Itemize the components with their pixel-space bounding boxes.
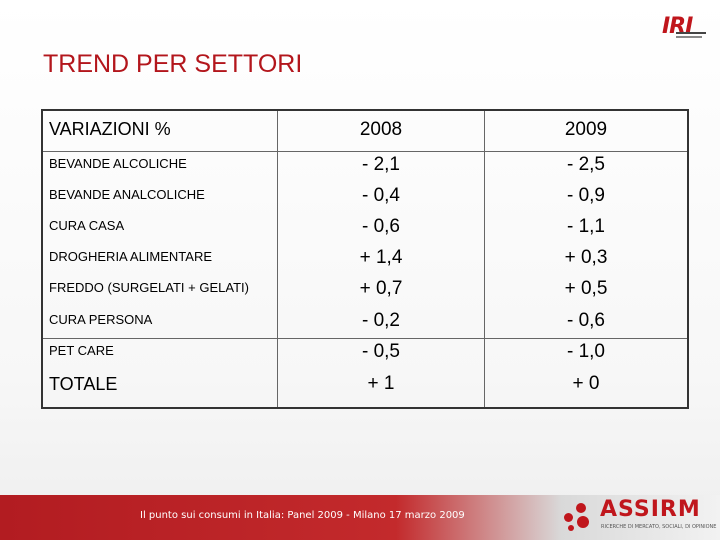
footer-text: Il punto sui consumi in Italia: Panel 20… bbox=[140, 510, 465, 521]
row-label: CURA CASA bbox=[49, 218, 125, 233]
value-2008: - 0,4 bbox=[361, 185, 401, 206]
total-2009: + 0 bbox=[572, 373, 600, 394]
column-divider bbox=[484, 111, 485, 407]
iri-logo: IRI bbox=[662, 14, 710, 44]
row-label: FREDDO (SURGELATI + GELATI) bbox=[49, 280, 249, 295]
value-2009: - 0,6 bbox=[566, 310, 606, 331]
logo-line bbox=[676, 32, 706, 34]
row-label: PET CARE bbox=[49, 343, 114, 358]
row-label: DROGHERIA ALIMENTARE bbox=[49, 249, 213, 264]
value-2009: - 2,5 bbox=[566, 154, 606, 175]
value-2008: + 0,7 bbox=[359, 278, 403, 299]
header-label: VARIAZIONI % bbox=[49, 119, 171, 139]
value-2008: - 0,5 bbox=[361, 341, 401, 362]
value-2008: + 1,4 bbox=[359, 247, 403, 268]
value-2009: - 1,1 bbox=[566, 216, 606, 237]
value-2009: - 0,9 bbox=[566, 185, 606, 206]
value-2009: + 0,3 bbox=[564, 247, 608, 268]
value-2008: - 0,6 bbox=[361, 216, 401, 237]
row-label: BEVANDE ALCOLICHE bbox=[49, 156, 187, 171]
value-2009: + 0,5 bbox=[564, 278, 608, 299]
row-label: CURA PERSONA bbox=[49, 312, 153, 327]
value-2009: - 1,0 bbox=[566, 341, 606, 362]
row-label: BEVANDE ANALCOLICHE bbox=[49, 187, 205, 202]
row-divider bbox=[43, 338, 687, 339]
value-2008: - 2,1 bbox=[361, 154, 401, 175]
header-divider bbox=[43, 151, 687, 152]
page-title: TREND PER SETTORI bbox=[43, 50, 303, 78]
assirm-logo-icon bbox=[560, 501, 594, 533]
column-divider bbox=[277, 111, 278, 407]
footer-banner: Il punto sui consumi in Italia: Panel 20… bbox=[0, 495, 720, 540]
value-2008: - 0,2 bbox=[361, 310, 401, 331]
logo-line bbox=[676, 36, 702, 38]
header-2008: 2008 bbox=[359, 119, 403, 140]
assirm-tagline: RICERCHE DI MERCATO, SOCIALI, DI OPINION… bbox=[601, 524, 717, 530]
total-label: TOTALE bbox=[49, 374, 118, 394]
total-2008: + 1 bbox=[367, 373, 395, 394]
assirm-brand: ASSIRM bbox=[600, 497, 701, 522]
header-2009: 2009 bbox=[564, 119, 608, 140]
iri-logo-text: IRI bbox=[662, 14, 693, 39]
trend-table: VARIAZIONI % 2008 2009 BEVANDE ALCOLICHE… bbox=[41, 109, 689, 409]
